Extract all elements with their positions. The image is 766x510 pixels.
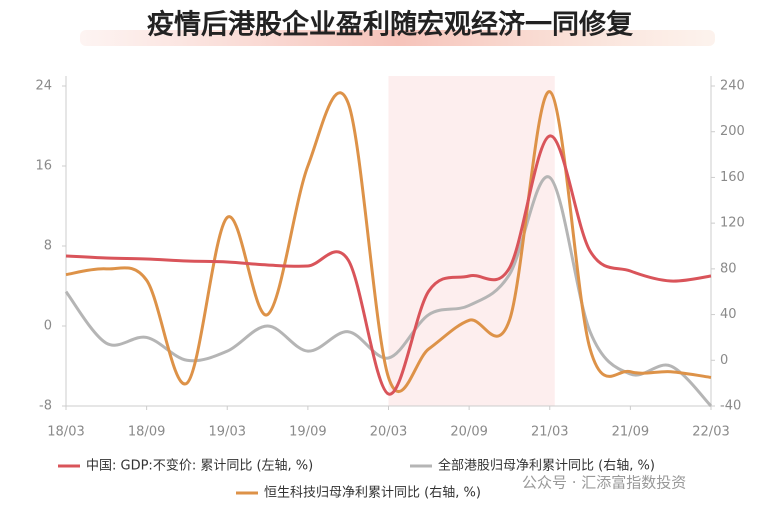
highlight-band <box>388 76 555 406</box>
y-tick-label: 16 <box>35 159 52 174</box>
y-tick-label: 8 <box>44 239 52 254</box>
legend-label: 恒生科技归母净利累计同比 (右轴, %) <box>264 486 481 501</box>
series-line <box>64 175 713 408</box>
x-tick-label: 21/09 <box>612 425 649 440</box>
y2-tick-label: 240 <box>720 79 745 94</box>
legend-label: 全部港股归母净利累计同比 (右轴, %) <box>438 458 655 474</box>
x-tick-label: 20/09 <box>450 425 487 440</box>
x-tick-label: 18/09 <box>128 425 165 440</box>
y-tick-label: 0 <box>44 319 52 334</box>
chart-title: 疫情后港股企业盈利随宏观经济一同修复 <box>147 9 634 41</box>
x-tick-label: 19/03 <box>209 425 246 440</box>
x-tick-label: 21/03 <box>531 425 568 440</box>
y-tick-label: -8 <box>39 399 52 414</box>
x-tick-label: 18/03 <box>47 425 84 440</box>
legend-label: 中国: GDP:不变价: 累计同比 (左轴, %) <box>86 458 313 474</box>
y2-tick-label: 80 <box>720 261 737 276</box>
y2-tick-label: 40 <box>720 307 737 322</box>
watermark: 公众号 · 汇添富指数投资 <box>522 474 686 492</box>
y2-tick-label: 0 <box>720 353 728 368</box>
x-tick-label: 20/03 <box>370 425 407 440</box>
x-tick-label: 22/03 <box>692 425 729 440</box>
series-line <box>65 90 712 394</box>
y2-tick-label: 160 <box>720 170 745 185</box>
x-tick-label: 19/09 <box>289 425 326 440</box>
y2-tick-label: 200 <box>720 124 745 139</box>
y2-tick-label: -40 <box>720 399 741 414</box>
series-line <box>65 134 712 396</box>
title-highlight <box>80 30 715 46</box>
y-tick-label: 24 <box>35 79 52 94</box>
y2-tick-label: 120 <box>720 216 745 231</box>
